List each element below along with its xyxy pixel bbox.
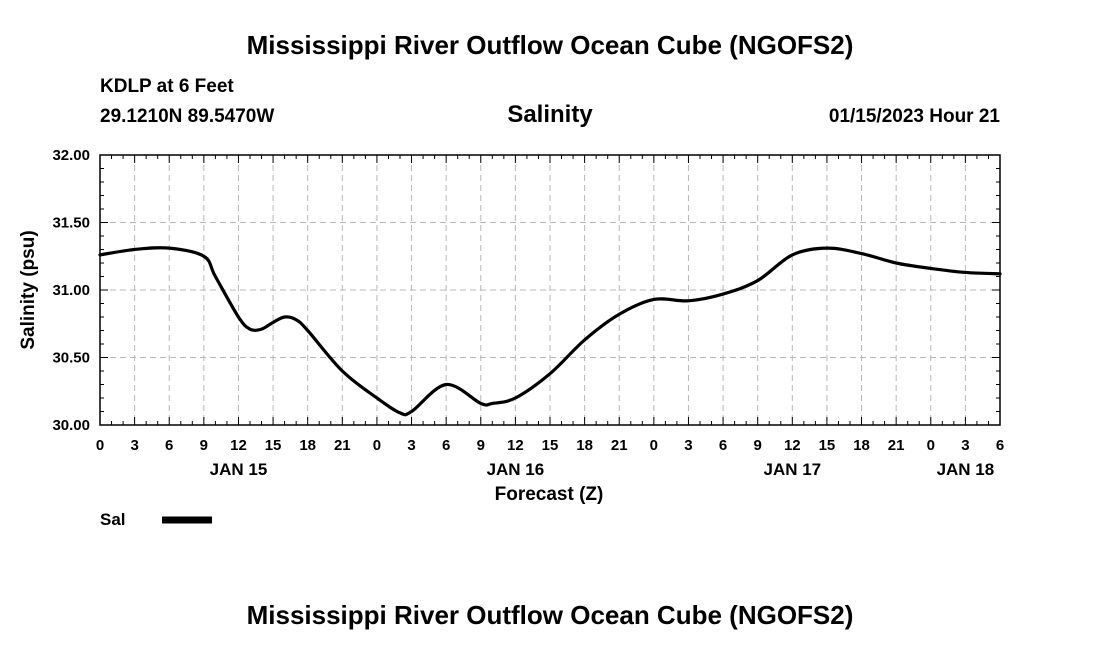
x-tick-label: 9 [200,437,208,454]
x-tick-label: 12 [507,437,524,454]
x-tick-label: 9 [754,437,762,454]
y-tick-label: 31.00 [52,282,90,299]
x-tick-label: 6 [442,437,450,454]
x-tick-label: 15 [819,437,836,454]
legend-label: Sal [100,510,126,529]
grid [100,155,1000,425]
x-tick-label: 0 [373,437,381,454]
x-axis-title: Forecast (Z) [495,484,604,505]
x-tick-label: 21 [611,437,628,454]
station-coordinates: 29.1210N 89.5470W [100,106,275,127]
x-tick-label: 21 [334,437,351,454]
x-tick-label: 15 [265,437,282,454]
x-tick-label: 6 [719,437,727,454]
x-tick-label: 12 [784,437,801,454]
y-tick-label: 32.00 [52,147,90,164]
chart-title-top: Mississippi River Outflow Ocean Cube (NG… [246,30,854,60]
y-tick-label: 30.00 [52,417,90,434]
y-tick-label: 30.50 [52,350,90,367]
station-name: KDLP at 6 Feet [100,76,234,97]
y-axis-title: Salinity (psu) [18,230,39,349]
x-tick-label: 3 [961,437,969,454]
axis-ticks [99,154,1001,426]
x-tick-label: 9 [477,437,485,454]
x-tick-label: 6 [996,437,1004,454]
forecast-datetime: 01/15/2023 Hour 21 [828,106,1000,127]
y-tick-label: 31.50 [52,215,90,232]
x-tick-label: 18 [853,437,870,454]
variable-title: Salinity [507,101,593,128]
x-tick-label: 3 [407,437,415,454]
chart-title-bottom: Mississippi River Outflow Ocean Cube (NG… [246,600,854,630]
day-label: JAN 15 [210,460,268,479]
x-tick-label: 12 [230,437,247,454]
day-label: JAN 16 [487,460,545,479]
x-tick-label: 18 [299,437,316,454]
x-tick-label: 0 [650,437,658,454]
x-tick-label: 3 [684,437,692,454]
x-tick-label: 15 [542,437,559,454]
x-tick-label: 18 [576,437,593,454]
x-tick-label: 3 [130,437,138,454]
x-tick-label: 0 [927,437,935,454]
x-tick-label: 0 [96,437,104,454]
day-label: JAN 17 [763,460,821,479]
day-label: JAN 18 [937,460,995,479]
series-line-sal [98,246,1002,417]
x-tick-label: 6 [165,437,173,454]
x-tick-label: 21 [888,437,905,454]
axis-tick-labels: 0 3 6 9 12 15 18 21 0 3 6 9 12 15 18 21 0 3 6 9 12 15 18 21 0 3 6 3… [52,147,1004,479]
